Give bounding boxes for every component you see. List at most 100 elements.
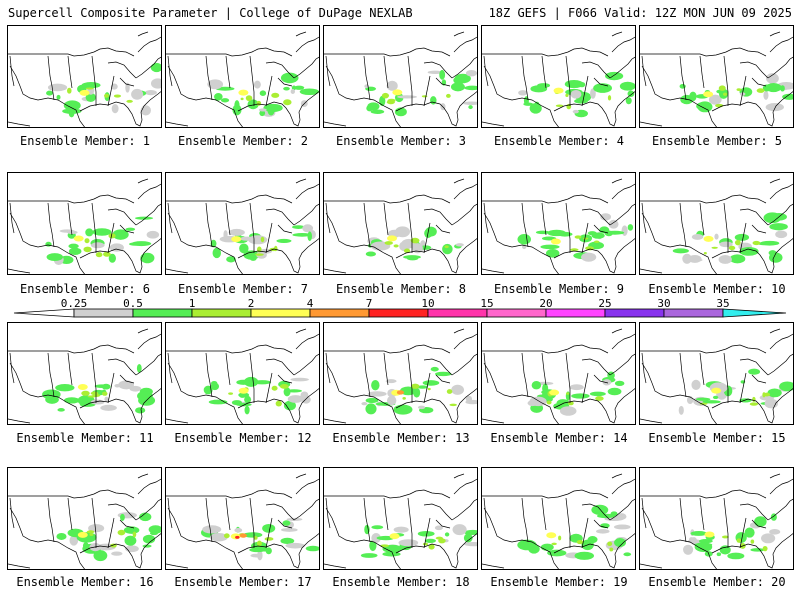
scp-contour bbox=[85, 87, 94, 90]
scp-contour bbox=[422, 380, 440, 386]
scp-contour bbox=[574, 98, 588, 104]
valid-time-label: 18Z GEFS | F066 Valid: 12Z MON JUN 09 20… bbox=[488, 6, 792, 20]
colorbar-tick-label: 0.25 bbox=[60, 297, 88, 310]
scp-contour bbox=[627, 224, 634, 231]
map-boundary bbox=[167, 65, 197, 101]
scp-contour bbox=[57, 408, 65, 412]
map-boundary bbox=[383, 352, 389, 386]
scp-contour bbox=[56, 94, 61, 100]
map-boundary bbox=[511, 394, 559, 424]
map-boundary bbox=[723, 55, 729, 106]
map-boundary bbox=[119, 77, 135, 87]
scp-contour bbox=[370, 109, 385, 114]
map-boundary bbox=[423, 358, 453, 376]
map-boundary bbox=[641, 507, 671, 543]
map-boundary bbox=[640, 489, 767, 499]
map-canvas bbox=[166, 178, 319, 274]
scp-contour bbox=[595, 396, 604, 401]
scp-contour bbox=[256, 540, 262, 547]
scp-contour bbox=[253, 535, 258, 540]
scp-contour bbox=[571, 393, 590, 399]
member-caption: Ensemble Member: 13 bbox=[332, 431, 470, 445]
map-boundary bbox=[640, 563, 663, 569]
scp-contour bbox=[587, 231, 597, 236]
scp-contour bbox=[465, 395, 473, 403]
map-boundary bbox=[324, 563, 347, 569]
scp-contour bbox=[111, 551, 123, 556]
colorbar-segment bbox=[604, 308, 665, 318]
map-boundary bbox=[641, 202, 647, 234]
scp-contour bbox=[721, 535, 729, 539]
map-boundary bbox=[9, 362, 39, 398]
scp-contour bbox=[547, 229, 566, 237]
map-boundary bbox=[295, 473, 307, 479]
map-canvas bbox=[640, 178, 793, 274]
scp-contour bbox=[386, 395, 397, 406]
map-boundary bbox=[451, 203, 477, 226]
colorbar-segment bbox=[191, 308, 252, 318]
scp-contour bbox=[450, 82, 465, 92]
scp-contour bbox=[728, 245, 736, 251]
scp-contour bbox=[600, 213, 612, 221]
map-boundary bbox=[237, 533, 319, 569]
member-map-8 bbox=[323, 172, 478, 275]
scp-contour bbox=[275, 400, 282, 407]
map-boundary bbox=[581, 61, 611, 79]
member-map-4 bbox=[481, 25, 636, 128]
scp-contour bbox=[90, 391, 99, 396]
map-boundary bbox=[640, 121, 663, 127]
map-boundary bbox=[249, 55, 255, 106]
scp-contour bbox=[703, 252, 707, 255]
map-boundary bbox=[325, 497, 331, 529]
member-map-6 bbox=[7, 172, 162, 275]
map-canvas bbox=[640, 328, 793, 424]
map-boundary bbox=[641, 65, 671, 101]
map-boundary bbox=[295, 36, 319, 53]
map-boundary bbox=[423, 372, 431, 404]
scp-contour bbox=[424, 538, 437, 543]
scp-contour bbox=[360, 553, 378, 558]
map-boundary bbox=[265, 208, 295, 226]
map-boundary bbox=[641, 497, 647, 529]
map-boundary bbox=[611, 333, 635, 350]
scp-contour bbox=[427, 387, 431, 391]
member-caption: Ensemble Member: 3 bbox=[335, 134, 467, 148]
scp-contour bbox=[104, 396, 109, 402]
map-boundary bbox=[8, 344, 135, 354]
map-boundary bbox=[739, 208, 769, 226]
scp-contour bbox=[239, 533, 247, 538]
scp-contour bbox=[142, 534, 156, 544]
scp-contour bbox=[282, 520, 291, 526]
scp-contour bbox=[762, 546, 768, 552]
map-boundary bbox=[453, 36, 477, 53]
scp-contour bbox=[125, 227, 136, 231]
map-boundary bbox=[9, 352, 15, 384]
scp-contour bbox=[212, 247, 221, 259]
map-boundary bbox=[293, 203, 319, 226]
scp-contour bbox=[63, 100, 81, 111]
scp-contour bbox=[427, 70, 443, 75]
map-boundary bbox=[293, 56, 319, 79]
map-boundary bbox=[565, 497, 571, 548]
map-boundary bbox=[295, 333, 319, 350]
scp-contour bbox=[682, 253, 692, 264]
map-boundary bbox=[641, 362, 671, 398]
scp-contour bbox=[371, 532, 381, 543]
scp-contour bbox=[393, 526, 409, 533]
scp-contour bbox=[283, 387, 291, 397]
map-boundary bbox=[641, 212, 671, 248]
scp-contour bbox=[264, 537, 274, 541]
scp-contour bbox=[699, 402, 708, 405]
map-boundary bbox=[37, 244, 85, 274]
map-boundary bbox=[9, 212, 39, 248]
map-boundary bbox=[135, 498, 161, 521]
map-boundary bbox=[293, 353, 319, 376]
scp-contour bbox=[754, 516, 767, 527]
scp-contour bbox=[381, 92, 390, 99]
map-boundary bbox=[137, 36, 161, 53]
scp-contour bbox=[768, 250, 777, 256]
map-boundary bbox=[593, 374, 609, 384]
scp-contour bbox=[207, 79, 224, 90]
map-boundary bbox=[553, 388, 635, 424]
scp-contour bbox=[259, 248, 273, 254]
